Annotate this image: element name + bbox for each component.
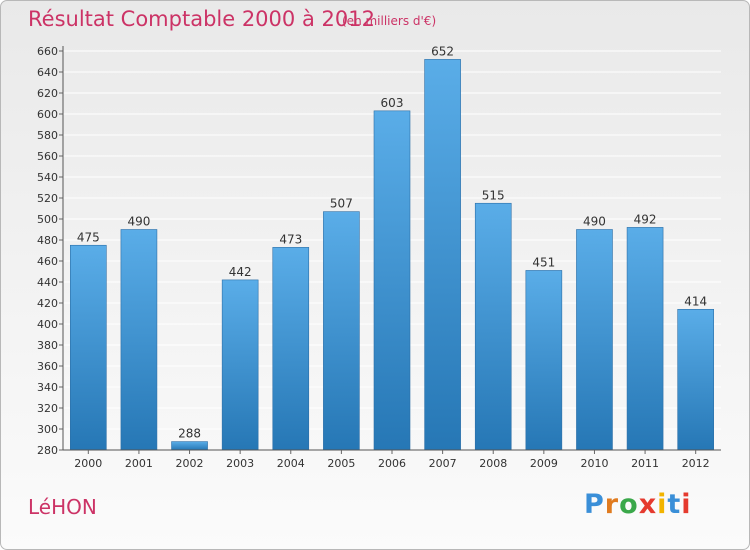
y-tick-label: 640 bbox=[37, 66, 58, 79]
x-tick-label-2007: 2007 bbox=[429, 457, 457, 470]
bar-2012 bbox=[677, 308, 714, 451]
logo-letter: i bbox=[657, 489, 668, 520]
y-tick-label: 480 bbox=[37, 234, 58, 247]
bar-2001 bbox=[120, 229, 158, 451]
value-label-2011: 492 bbox=[634, 212, 657, 226]
bar-2004 bbox=[272, 247, 310, 451]
value-label-2005: 507 bbox=[330, 197, 353, 211]
y-tick-label: 600 bbox=[37, 108, 58, 121]
x-tick-label-2005: 2005 bbox=[327, 457, 355, 470]
y-tick-label: 560 bbox=[37, 150, 58, 163]
x-tick-label-2000: 2000 bbox=[74, 457, 102, 470]
y-tick-label: 300 bbox=[37, 423, 58, 436]
y-tick-label: 440 bbox=[37, 276, 58, 289]
x-tick-label-2001: 2001 bbox=[125, 457, 153, 470]
logo-letter: x bbox=[638, 489, 658, 520]
y-tick-label: 280 bbox=[37, 444, 58, 457]
logo-letter: i bbox=[681, 489, 692, 520]
bar-2011 bbox=[626, 227, 664, 451]
value-label-2004: 473 bbox=[279, 232, 302, 246]
value-label-2009: 451 bbox=[532, 255, 555, 269]
y-tick-label: 380 bbox=[37, 339, 58, 352]
value-label-2006: 603 bbox=[381, 96, 404, 110]
x-tick-label-2006: 2006 bbox=[378, 457, 406, 470]
chart-subtitle: (en milliers d'€) bbox=[342, 14, 437, 28]
x-tick-label-2004: 2004 bbox=[277, 457, 305, 470]
value-label-2012: 414 bbox=[684, 294, 707, 308]
logo-letter: P bbox=[584, 489, 605, 520]
bar-2006 bbox=[373, 110, 411, 451]
bars: 475 490 288 442 473 507 603 652 515 451 490 492 414 bbox=[70, 44, 714, 451]
value-label-2010: 490 bbox=[583, 215, 606, 229]
x-tick-label-2002: 2002 bbox=[176, 457, 204, 470]
logo-letter: t bbox=[667, 489, 682, 520]
proxiti-logo: Proxiti bbox=[584, 489, 692, 520]
logo-letter: r bbox=[604, 489, 620, 520]
bar-2003 bbox=[221, 279, 259, 451]
bar-2005 bbox=[323, 211, 360, 451]
y-tick-label: 320 bbox=[37, 402, 58, 415]
value-label-2003: 442 bbox=[229, 265, 252, 279]
y-tick-label: 460 bbox=[37, 255, 58, 268]
logo-letter: o bbox=[619, 489, 639, 520]
value-label-2000: 475 bbox=[77, 230, 100, 244]
x-tick-label-2003: 2003 bbox=[226, 457, 254, 470]
x-tick-label-2008: 2008 bbox=[479, 457, 507, 470]
y-tick-label: 500 bbox=[37, 213, 58, 226]
bar-2009 bbox=[525, 270, 563, 451]
x-tick-label-2011: 2011 bbox=[631, 457, 659, 470]
bar-2008 bbox=[474, 202, 512, 451]
value-label-2001: 490 bbox=[127, 215, 150, 229]
chart-title: Résultat Comptable 2000 à 2012 bbox=[28, 7, 375, 31]
value-label-2008: 515 bbox=[482, 188, 505, 202]
axes: 280 300 320 340 360 380 400 420 440 460 480 500 520 5… bbox=[37, 45, 721, 470]
x-tick-label-2010: 2010 bbox=[580, 457, 608, 470]
y-tick-label: 340 bbox=[37, 381, 58, 394]
y-tick-label: 400 bbox=[37, 318, 58, 331]
bar-2010 bbox=[576, 229, 613, 451]
y-tick-label: 520 bbox=[37, 192, 58, 205]
bar-2002 bbox=[171, 441, 208, 451]
x-tick-label-2012: 2012 bbox=[682, 457, 710, 470]
value-label-2007: 652 bbox=[431, 44, 454, 58]
place-name: LéHON bbox=[28, 495, 97, 519]
y-tick-label: 420 bbox=[37, 297, 58, 310]
y-tick-label: 660 bbox=[37, 45, 58, 58]
y-tick-label: 620 bbox=[37, 87, 58, 100]
y-tick-label: 540 bbox=[37, 171, 58, 184]
x-tick-label-2009: 2009 bbox=[530, 457, 558, 470]
value-label-2002: 288 bbox=[178, 427, 201, 441]
bar-2000 bbox=[70, 244, 107, 451]
y-tick-label: 580 bbox=[37, 129, 58, 142]
bar-2007 bbox=[424, 59, 461, 451]
y-tick-label: 360 bbox=[37, 360, 58, 373]
